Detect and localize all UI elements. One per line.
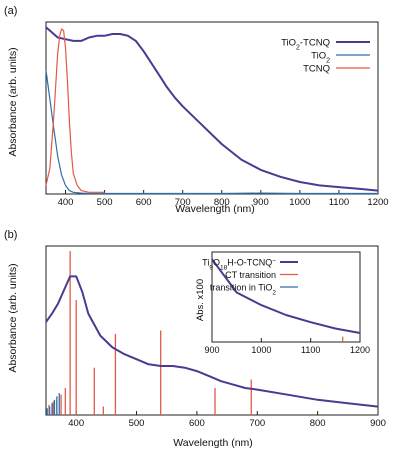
panel-b-inset: 900 1000 1100 1200 Ti9O18H-O-TCNQ−CT transit… [202,251,370,355]
panel-b-xtick-label-500: 500 [129,418,145,429]
legend-label-0: TiO2-TCNQ [281,38,330,52]
panel-b-xlabel: Wavelength (nm) [173,437,253,449]
panel-a-xlabel: Wavelength (nm) [175,203,255,215]
legend-label-1: TiO2 [311,51,330,65]
panel-a-xtick-label-1000: 1000 [289,197,310,208]
panel-b-frame [45,245,379,416]
panel-a-xtick-label-600: 600 [136,197,152,208]
panel-a-label: (a) [4,5,17,17]
panel-a-xtick-label-900: 900 [253,197,269,208]
panel-a-xtick-label-1200: 1200 [367,197,388,208]
inset-legend-label-1: CT transition [225,270,276,280]
panel-a-xtick-label-700: 700 [175,197,191,208]
panel-b-xtick-label-400: 400 [68,418,84,429]
inset-legend-label-2: transition in TiO2 [210,283,277,297]
panel-a-xtick-label-1100: 1100 [329,197,349,208]
panel-a-ylabel: Absorbance (arb. units) [7,47,19,156]
panel-a-xtick-label-500: 500 [97,197,113,208]
series-line-tcnq [45,28,105,193]
panel-a-xtick-label-400: 400 [58,197,74,208]
panel-a-xtick-label-800: 800 [214,197,230,208]
inset-frame [211,251,361,343]
inset-legend-label-0: Ti9O18H-O-TCNQ− [202,257,276,271]
panel-b-xtick-label-700: 700 [249,418,265,429]
inset-xtick-label-1000: 1000 [251,345,271,355]
panel-b-plot: 400 500 600 700 800 900 [45,245,386,429]
panel-b-label: (b) [4,229,17,241]
inset-series-line [211,258,361,334]
series-line-tio2-tcnq [45,26,379,192]
series-line-ti9o18 [45,275,379,408]
panel-b-xtick-label-600: 600 [189,418,205,429]
panel-b-xtick-label-900: 900 [370,418,386,429]
series-line-tio2 [45,70,378,195]
inset-ylabel: Abs. x100 [195,279,206,321]
inset-xtick-label-1100: 1100 [301,345,320,355]
panel-a-plot: 400 500 600 700 800 900 1000 1100 1200TiO2-TCNQT… [45,21,389,208]
inset-xtick-label-1200: 1200 [350,345,370,355]
panel-b-ylabel: Absorbance (arb. units) [7,263,19,372]
panel-b-xtick-label-800: 800 [310,418,326,429]
legend-label-2: TCNQ [303,64,330,75]
inset-xtick-label-900: 900 [204,345,219,355]
